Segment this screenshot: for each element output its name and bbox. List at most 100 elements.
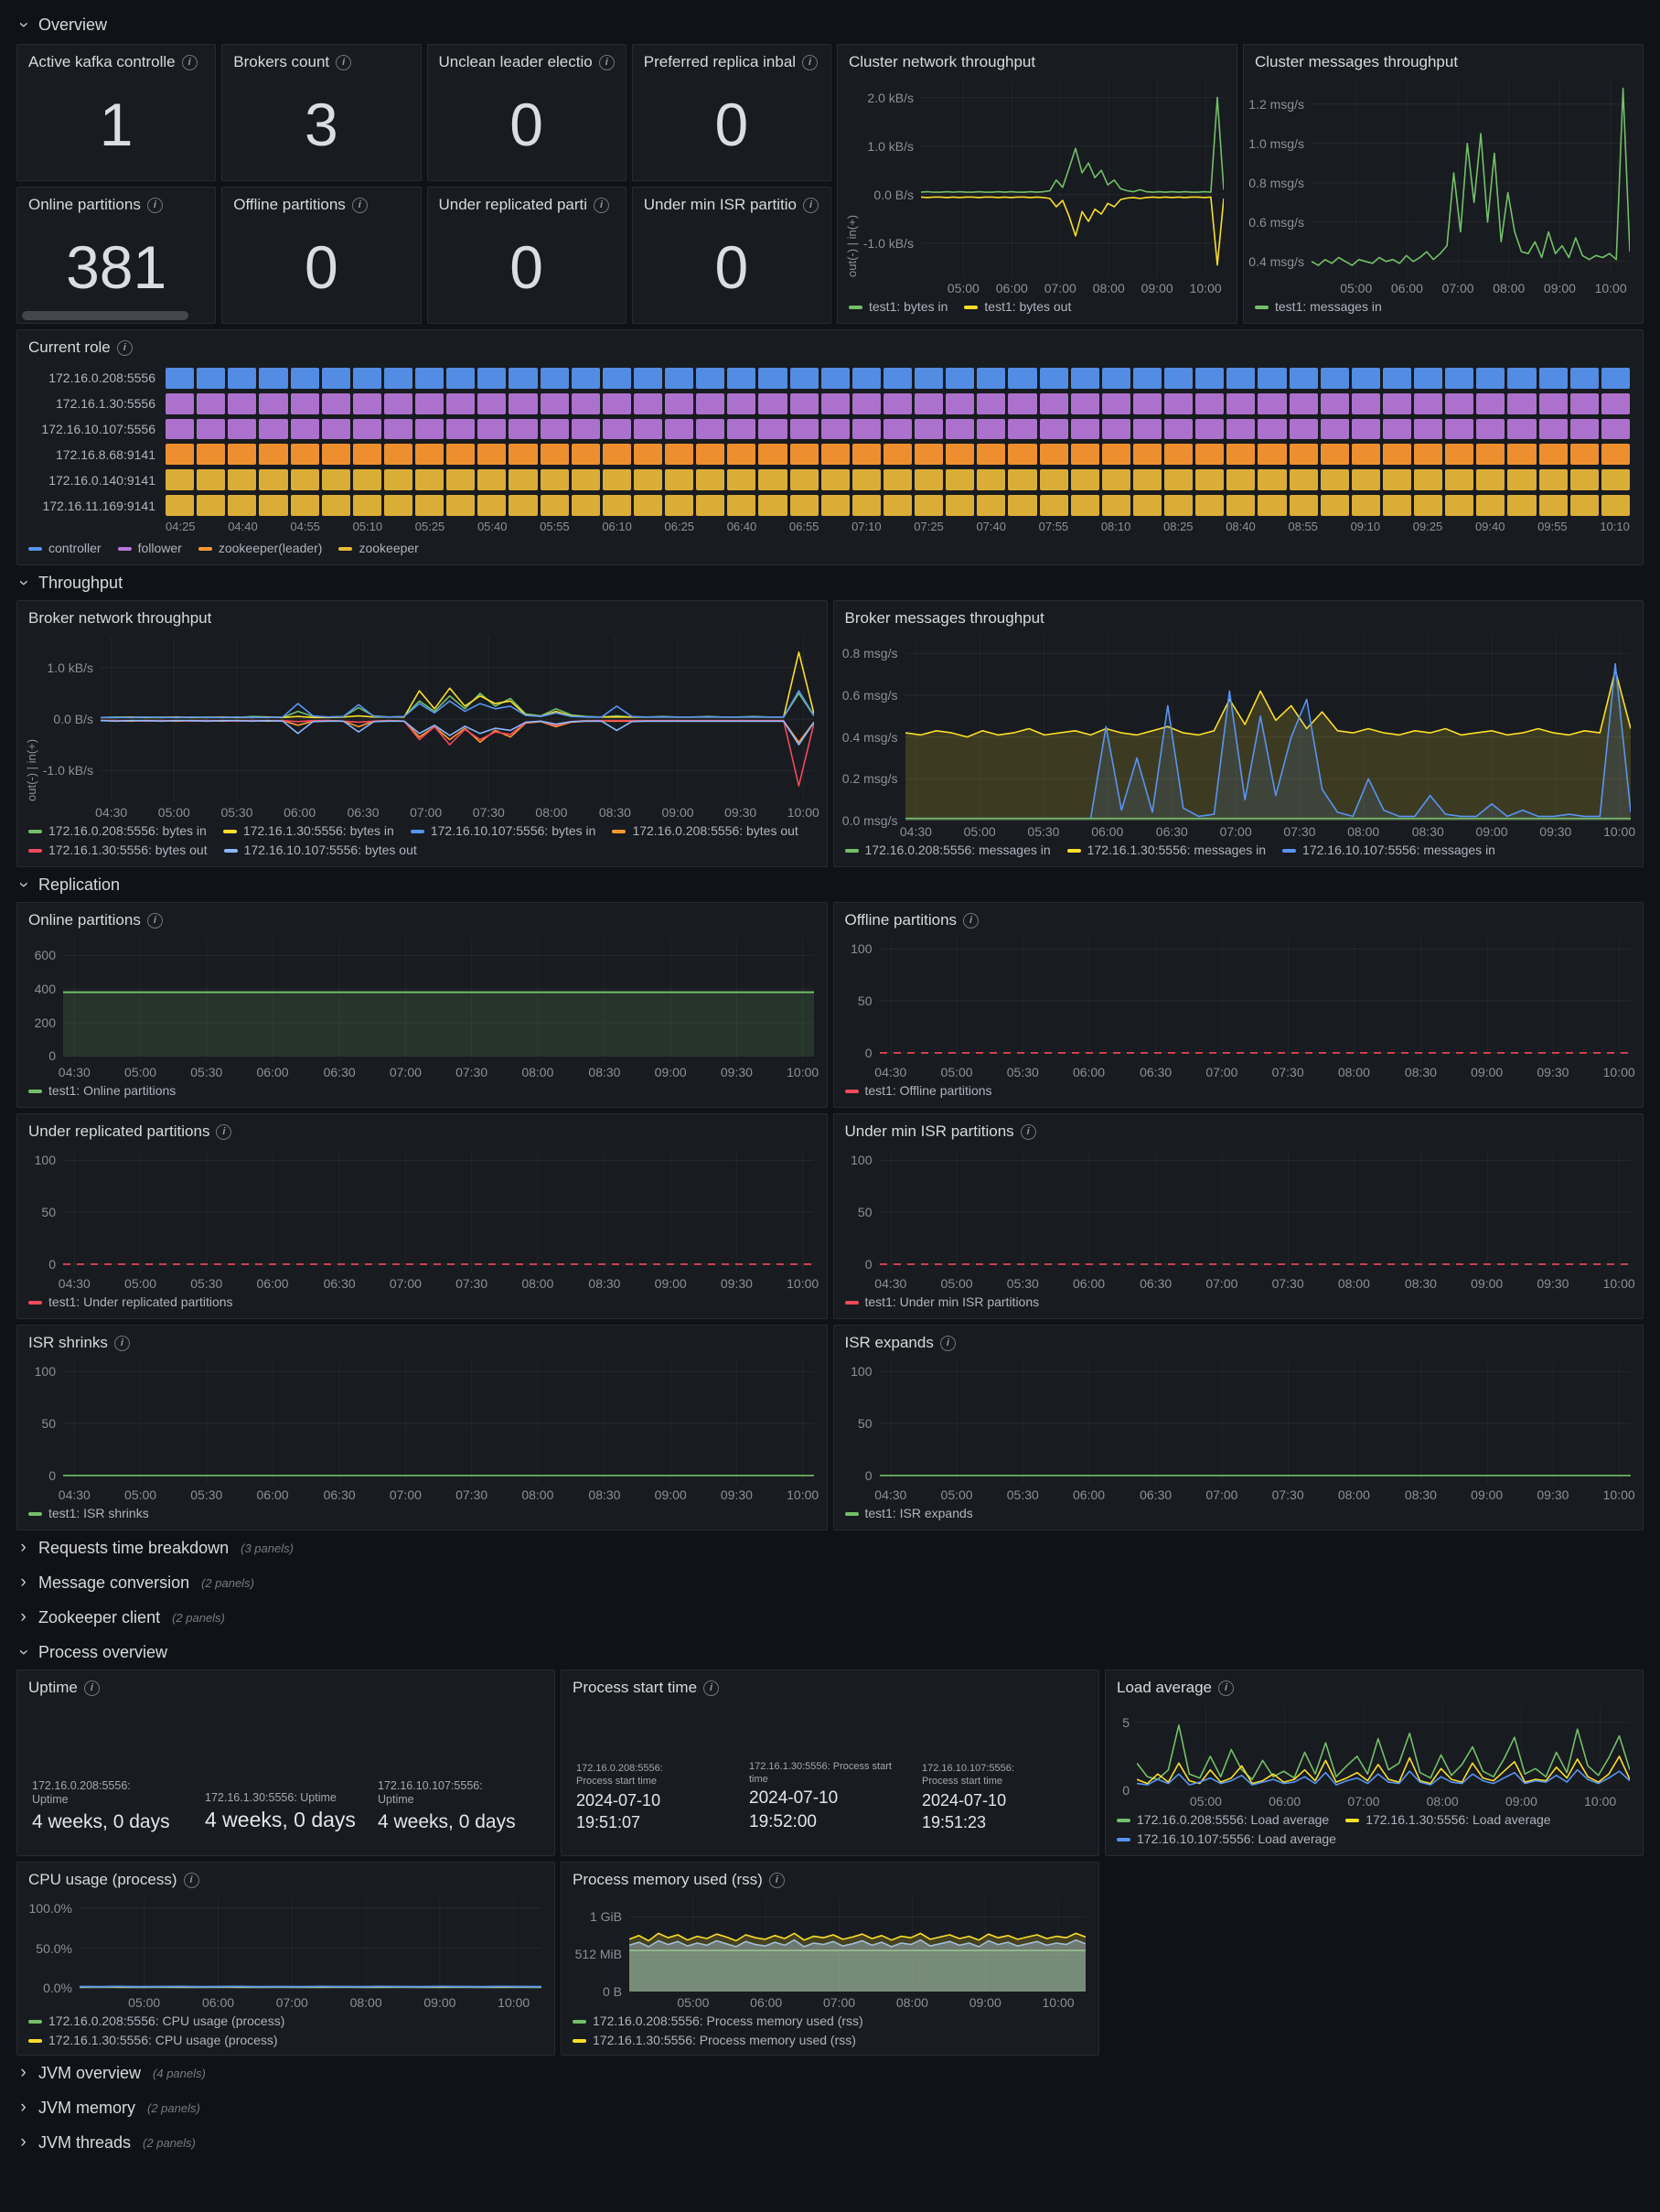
chart-plot[interactable] — [920, 81, 1225, 277]
panel-header[interactable]: Broker network throughput — [17, 601, 827, 631]
state-block[interactable] — [1101, 392, 1130, 414]
state-block[interactable] — [1569, 495, 1599, 516]
chart-plot[interactable] — [879, 939, 1631, 1061]
info-icon[interactable]: i — [181, 54, 198, 70]
state-block[interactable] — [602, 368, 631, 389]
state-block[interactable] — [633, 392, 662, 414]
state-block[interactable] — [1601, 418, 1630, 440]
state-block[interactable] — [820, 392, 850, 414]
timeline-row-blocks[interactable] — [166, 495, 1630, 516]
state-block[interactable] — [197, 444, 226, 466]
panel-header[interactable]: Brokers count i — [222, 45, 420, 75]
state-block[interactable] — [259, 444, 288, 466]
state-block[interactable] — [1476, 418, 1505, 440]
state-block[interactable] — [946, 392, 975, 414]
state-block[interactable] — [665, 495, 694, 516]
chart-plot[interactable] — [100, 637, 815, 801]
panel-header[interactable]: Active kafka controlle i — [17, 45, 215, 75]
state-block[interactable] — [602, 495, 631, 516]
state-block[interactable] — [1507, 418, 1537, 440]
state-block[interactable] — [758, 469, 787, 491]
state-block[interactable] — [1476, 392, 1505, 414]
state-block[interactable] — [1507, 392, 1537, 414]
state-block[interactable] — [509, 469, 538, 491]
state-block[interactable] — [851, 444, 881, 466]
state-block[interactable] — [1351, 444, 1380, 466]
state-block[interactable] — [197, 368, 226, 389]
state-block[interactable] — [1351, 495, 1380, 516]
state-block[interactable] — [509, 495, 538, 516]
info-icon[interactable]: i — [216, 1123, 232, 1140]
state-block[interactable] — [727, 444, 756, 466]
state-block[interactable] — [1382, 392, 1411, 414]
state-block[interactable] — [1039, 495, 1068, 516]
state-block[interactable] — [851, 495, 881, 516]
state-block[interactable] — [352, 469, 381, 491]
legend-item[interactable]: zookeeper(leader) — [198, 540, 322, 557]
state-block[interactable] — [820, 495, 850, 516]
info-icon[interactable]: i — [768, 1872, 785, 1888]
state-block[interactable] — [321, 418, 350, 440]
state-block[interactable] — [1445, 444, 1474, 466]
panel-header[interactable]: Online partitions i — [17, 188, 215, 218]
panel-header[interactable]: Preferred replica inbal i — [633, 45, 830, 75]
state-block[interactable] — [758, 418, 787, 440]
state-block[interactable] — [1195, 418, 1225, 440]
state-block[interactable] — [1070, 392, 1099, 414]
state-block[interactable] — [166, 392, 195, 414]
state-block[interactable] — [1008, 469, 1037, 491]
state-block[interactable] — [820, 418, 850, 440]
state-block[interactable] — [1070, 418, 1099, 440]
state-block[interactable] — [1351, 368, 1380, 389]
legend-item[interactable]: 172.16.10.107:5556: bytes in — [410, 822, 595, 840]
state-block[interactable] — [509, 444, 538, 466]
state-block[interactable] — [1601, 368, 1630, 389]
state-block[interactable] — [259, 418, 288, 440]
section-jvm-overview[interactable]: › JVM overview (4 panels) — [16, 2056, 1644, 2090]
legend-item[interactable]: zookeeper — [338, 540, 419, 557]
state-block[interactable] — [1569, 392, 1599, 414]
chart-plot[interactable] — [1311, 81, 1631, 277]
chart-plot[interactable] — [879, 1361, 1631, 1484]
state-block[interactable] — [633, 368, 662, 389]
state-block[interactable] — [883, 418, 912, 440]
scrollbar[interactable] — [22, 311, 188, 320]
state-block[interactable] — [259, 469, 288, 491]
state-block[interactable] — [352, 368, 381, 389]
state-block[interactable] — [1601, 392, 1630, 414]
state-block[interactable] — [1507, 469, 1537, 491]
chart-plot[interactable] — [63, 1150, 814, 1272]
state-block[interactable] — [1445, 368, 1474, 389]
legend-item[interactable]: 172.16.0.208:5556: bytes in — [28, 822, 207, 840]
state-block[interactable] — [789, 469, 819, 491]
state-block[interactable] — [789, 392, 819, 414]
state-block[interactable] — [946, 368, 975, 389]
state-block[interactable] — [946, 418, 975, 440]
state-block[interactable] — [321, 444, 350, 466]
state-block[interactable] — [758, 495, 787, 516]
state-block[interactable] — [977, 495, 1006, 516]
panel-header[interactable]: Cluster network throughput — [838, 45, 1237, 75]
state-block[interactable] — [1226, 495, 1256, 516]
timeline-row-blocks[interactable] — [166, 444, 1630, 466]
state-block[interactable] — [727, 368, 756, 389]
info-icon[interactable]: i — [183, 1872, 199, 1888]
section-zookeeper-client[interactable]: › Zookeeper client (2 panels) — [16, 1600, 1644, 1635]
state-block[interactable] — [290, 418, 319, 440]
timeline-row-blocks[interactable] — [166, 392, 1630, 414]
state-block[interactable] — [290, 469, 319, 491]
state-block[interactable] — [1351, 469, 1380, 491]
state-block[interactable] — [415, 392, 444, 414]
state-block[interactable] — [602, 418, 631, 440]
state-block[interactable] — [1195, 392, 1225, 414]
state-block[interactable] — [696, 368, 725, 389]
state-block[interactable] — [321, 495, 350, 516]
chart-plot[interactable] — [63, 939, 814, 1061]
state-block[interactable] — [1101, 495, 1130, 516]
state-block[interactable] — [883, 444, 912, 466]
state-block[interactable] — [1601, 469, 1630, 491]
state-block[interactable] — [665, 418, 694, 440]
state-block[interactable] — [1569, 418, 1599, 440]
state-block[interactable] — [1414, 392, 1443, 414]
state-block[interactable] — [915, 368, 944, 389]
